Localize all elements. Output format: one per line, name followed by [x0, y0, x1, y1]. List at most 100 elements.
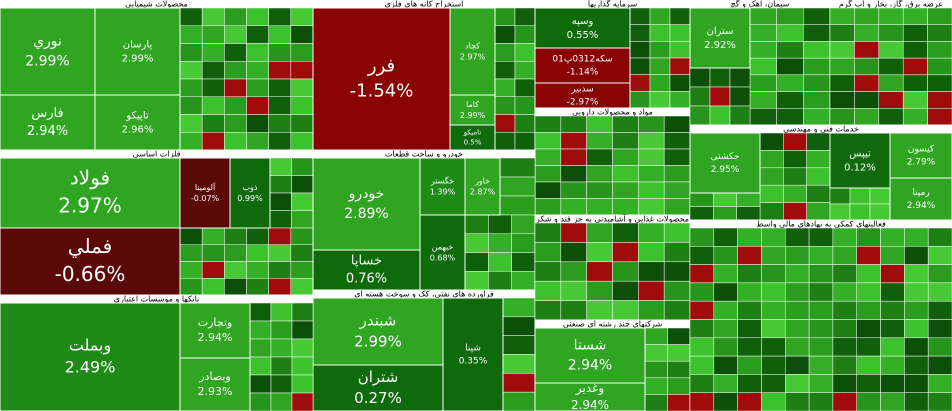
- small-tile: [629, 7, 651, 25]
- small-tile: [638, 242, 665, 263]
- small-tile: [246, 132, 269, 151]
- small-tile: [761, 337, 786, 357]
- small-tile: [511, 271, 536, 291]
- small-tile: [737, 264, 762, 284]
- small-tile: [737, 355, 762, 375]
- small-tile: [785, 282, 810, 302]
- small-tile: [902, 108, 928, 126]
- small-tile: [268, 261, 292, 279]
- tile-name: فملي: [68, 234, 112, 259]
- small-tile: [737, 392, 762, 411]
- small-tile: [612, 242, 639, 263]
- small-tile: [713, 264, 738, 284]
- small-tile: [880, 282, 905, 302]
- small-tile: [689, 392, 715, 411]
- small-tile: [638, 198, 665, 216]
- small-tile: [464, 214, 489, 234]
- small-tile: [268, 114, 292, 133]
- tile-value: 2.99%: [122, 54, 154, 65]
- small-tile: [749, 57, 777, 76]
- small-tile: [638, 300, 665, 321]
- small-tile: [878, 108, 904, 126]
- small-tile: [201, 278, 225, 296]
- small-tile: [737, 337, 762, 357]
- small-tile: [713, 337, 738, 357]
- sector-title: مواد و محصولات دارویی: [572, 108, 653, 117]
- small-tile: [904, 355, 929, 375]
- small-tile: [270, 374, 293, 394]
- small-tile: [224, 7, 247, 26]
- small-tile: [246, 7, 269, 26]
- small-tile: [832, 337, 857, 357]
- small-tile: [612, 261, 639, 282]
- small-tile: [246, 25, 269, 44]
- small-tile: [878, 7, 904, 25]
- small-tile: [502, 316, 536, 336]
- tile: [889, 132, 952, 179]
- small-tile: [808, 374, 834, 393]
- small-tile: [776, 7, 804, 25]
- sector-title: فعالیتهای کمکی به نهادهای مالی واسط: [756, 220, 886, 229]
- small-tile: [880, 264, 905, 284]
- small-tile: [644, 327, 668, 345]
- small-tile: [246, 61, 269, 80]
- tile: [442, 297, 504, 411]
- small-tile: [291, 210, 314, 229]
- small-tile: [761, 264, 786, 284]
- tile-value: 2.89%: [344, 206, 388, 222]
- tile-value: 2.94%: [571, 398, 609, 411]
- small-tile: [856, 392, 881, 411]
- sector-title: سرمایه گذاریها: [588, 0, 638, 9]
- tile-value: 0.5%: [464, 138, 482, 146]
- tile-value: 1.39%: [430, 188, 456, 197]
- small-tile: [488, 214, 512, 234]
- small-tile: [649, 7, 671, 25]
- small-tile: [709, 67, 731, 88]
- tile-name: خساپا: [351, 253, 382, 268]
- small-tile: [560, 222, 587, 243]
- small-tile: [612, 165, 639, 183]
- tile-value: 2.95%: [711, 165, 740, 175]
- small-tile: [856, 246, 881, 265]
- small-tile: [880, 337, 905, 357]
- tile-name: وغدیر: [575, 381, 604, 396]
- tile: [419, 157, 466, 216]
- small-tile: [514, 114, 536, 133]
- small-tile: [904, 282, 929, 302]
- small-tile: [669, 41, 691, 59]
- small-tile: [514, 78, 536, 97]
- small-tile: [612, 148, 639, 166]
- small-tile: [629, 57, 651, 75]
- small-tile: [729, 67, 751, 88]
- small-tile: [494, 61, 516, 80]
- small-tile: [644, 360, 668, 379]
- small-tile: [514, 132, 536, 151]
- small-tile: [534, 280, 562, 301]
- tile: [464, 157, 501, 216]
- small-tile: [224, 25, 247, 44]
- tile: [0, 302, 181, 411]
- small-tile: [832, 227, 857, 247]
- sector-title: محصولات غذایی و آشامیدنی به جز قند و شکر: [535, 214, 689, 224]
- small-tile: [856, 300, 881, 320]
- small-tile: [806, 150, 831, 169]
- tile-name: وتجارت: [198, 316, 233, 329]
- tile-name: خگستر: [430, 175, 454, 185]
- tile-value: 0.68%: [430, 254, 456, 263]
- tile: [312, 157, 421, 251]
- small-tile: [649, 41, 671, 59]
- small-tile: [246, 96, 269, 115]
- small-tile: [663, 198, 691, 216]
- tile-name: شتران: [358, 368, 399, 386]
- small-tile: [291, 338, 314, 358]
- small-tile: [856, 374, 881, 393]
- small-tile: [829, 91, 855, 109]
- small-tile: [663, 300, 691, 321]
- small-tile: [201, 132, 225, 151]
- small-tile: [669, 24, 691, 42]
- small-tile: [803, 41, 831, 59]
- small-tile: [246, 244, 269, 262]
- small-tile: [586, 198, 613, 216]
- small-tile: [612, 132, 639, 150]
- tile-value: 2.99%: [354, 333, 402, 351]
